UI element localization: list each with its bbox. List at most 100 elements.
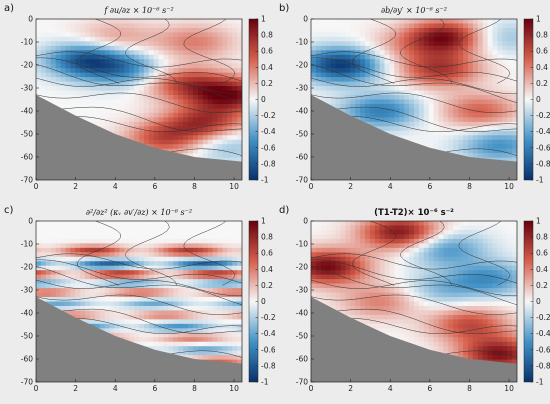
heatmap-cell bbox=[325, 77, 332, 83]
heatmap-cell bbox=[183, 225, 189, 231]
heatmap-cell bbox=[443, 112, 449, 118]
heatmap-cell bbox=[360, 221, 366, 226]
heatmap-cell bbox=[404, 32, 410, 38]
heatmap-cell bbox=[188, 27, 194, 33]
heatmap-cell bbox=[148, 117, 155, 123]
heatmap-cell bbox=[85, 23, 91, 29]
heatmap-cell bbox=[492, 68, 498, 74]
heatmap-cell bbox=[148, 243, 155, 249]
heatmap-cell bbox=[345, 238, 351, 244]
heatmap-cell bbox=[463, 225, 469, 231]
heatmap-cell bbox=[89, 279, 96, 285]
heatmap-cell bbox=[433, 243, 439, 249]
heatmap-cell bbox=[85, 261, 91, 267]
heatmap-cell bbox=[124, 279, 130, 285]
heatmap-cell bbox=[453, 112, 459, 118]
heatmap-cell bbox=[374, 95, 381, 100]
heatmap-cell bbox=[80, 59, 86, 65]
heatmap-cell bbox=[418, 121, 425, 127]
heatmap-cell bbox=[183, 288, 189, 293]
heatmap-cell bbox=[168, 112, 174, 118]
heatmap-cell bbox=[197, 270, 204, 276]
heatmap-cell bbox=[202, 117, 209, 123]
heatmap-cell bbox=[207, 117, 213, 123]
heatmap-cell bbox=[237, 112, 242, 118]
heatmap-cell bbox=[197, 144, 204, 150]
heatmap-cell bbox=[227, 95, 233, 100]
heatmap-cell bbox=[399, 221, 405, 226]
heatmap-cell bbox=[173, 32, 179, 38]
heatmap-cell bbox=[183, 350, 189, 356]
heatmap-cell bbox=[148, 332, 155, 338]
heatmap-cell bbox=[325, 238, 332, 244]
heatmap-cell bbox=[55, 41, 61, 47]
heatmap-cell bbox=[183, 77, 189, 83]
heatmap-cell bbox=[512, 135, 517, 141]
heatmap-cell bbox=[183, 314, 189, 320]
heatmap-cell bbox=[379, 112, 385, 118]
heatmap-cell bbox=[143, 99, 150, 105]
heatmap-cell bbox=[139, 341, 145, 347]
heatmap-cell bbox=[89, 270, 96, 276]
heatmap-cell bbox=[487, 225, 493, 231]
heatmap-cell bbox=[139, 247, 145, 253]
heatmap-cell bbox=[188, 59, 194, 65]
heatmap-cell bbox=[217, 301, 223, 307]
heatmap-cell bbox=[379, 108, 385, 114]
heatmap-cell bbox=[217, 50, 223, 56]
heatmap-cell bbox=[463, 234, 469, 240]
heatmap-cell bbox=[458, 86, 464, 91]
heatmap-cell bbox=[227, 359, 233, 365]
heatmap-cell bbox=[45, 221, 52, 226]
heatmap-cell bbox=[394, 41, 400, 47]
heatmap-cell bbox=[114, 99, 120, 105]
heatmap-cell bbox=[409, 36, 415, 42]
heatmap-cell bbox=[414, 126, 420, 132]
heatmap-cell bbox=[192, 297, 199, 302]
heatmap-cell bbox=[492, 95, 498, 100]
heatmap-cell bbox=[36, 72, 42, 78]
heatmap-cell bbox=[99, 234, 106, 240]
heatmap-cell bbox=[80, 68, 86, 74]
heatmap-cell bbox=[487, 148, 493, 154]
heatmap-cell bbox=[163, 256, 169, 262]
heatmap-cell bbox=[423, 50, 430, 56]
heatmap-cell bbox=[173, 99, 179, 105]
heatmap-cell bbox=[227, 45, 233, 51]
heatmap-cell bbox=[197, 126, 204, 132]
heatmap-cell bbox=[350, 27, 356, 33]
heatmap-cell bbox=[178, 265, 184, 271]
heatmap-cell bbox=[212, 283, 218, 289]
heatmap-cell bbox=[320, 41, 327, 47]
heatmap-cell bbox=[99, 86, 106, 91]
heatmap-cell bbox=[148, 99, 155, 105]
heatmap-cell bbox=[129, 117, 135, 123]
heatmap-cell bbox=[409, 50, 415, 56]
heatmap-cell bbox=[192, 283, 199, 289]
heatmap-cell bbox=[428, 225, 435, 231]
heatmap-cell bbox=[384, 103, 390, 109]
heatmap-cell bbox=[192, 243, 199, 249]
heatmap-cell bbox=[173, 68, 179, 74]
heatmap-cell bbox=[492, 144, 498, 150]
colorbar-tick-label: 0.2 bbox=[536, 79, 548, 88]
heatmap-cell bbox=[315, 68, 322, 74]
heatmap-cell bbox=[89, 221, 96, 226]
heatmap-cell bbox=[202, 221, 209, 226]
heatmap-cell bbox=[94, 288, 101, 293]
heatmap-cell bbox=[197, 99, 204, 105]
heatmap-cell bbox=[55, 103, 61, 109]
heatmap-cell bbox=[80, 229, 86, 235]
heatmap-cell bbox=[89, 305, 96, 311]
heatmap-cell bbox=[148, 323, 155, 329]
heatmap-cell bbox=[399, 59, 405, 65]
heatmap-cell bbox=[134, 72, 140, 78]
heatmap-cell bbox=[192, 261, 199, 267]
heatmap-cell bbox=[394, 99, 400, 105]
heatmap-cell bbox=[197, 297, 204, 302]
heatmap-cell bbox=[438, 234, 444, 240]
heatmap-cell bbox=[202, 139, 209, 145]
heatmap-cell bbox=[197, 77, 204, 83]
heatmap-cell bbox=[94, 314, 101, 320]
heatmap-cell bbox=[80, 81, 86, 87]
